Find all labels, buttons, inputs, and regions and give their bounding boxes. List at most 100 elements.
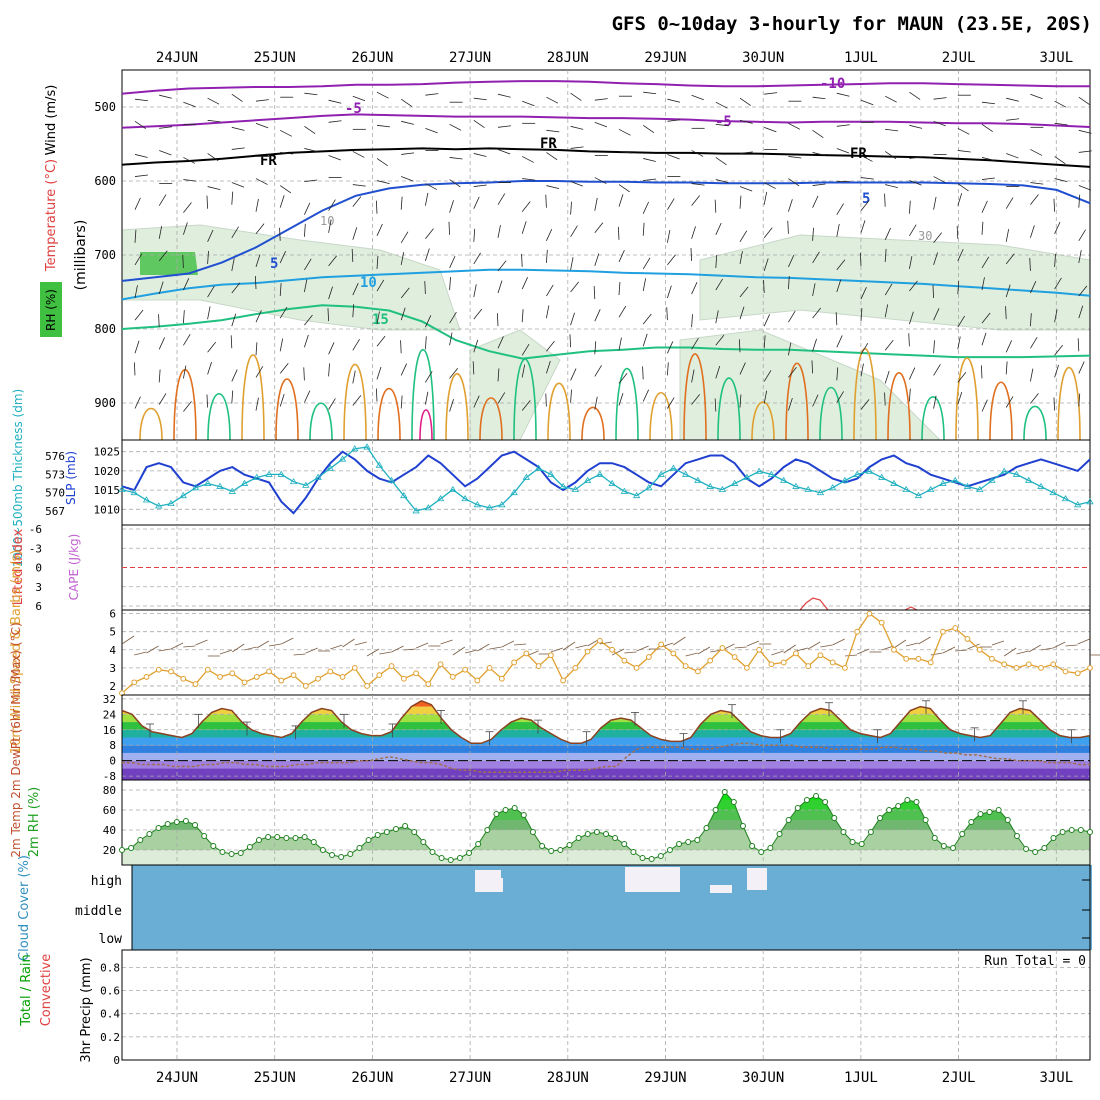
wind-barb	[642, 313, 652, 325]
thickness-point	[473, 501, 482, 508]
wind-barb	[860, 99, 874, 106]
date-label-bottom: 29JUN	[644, 1070, 686, 1086]
rh-point	[950, 845, 957, 851]
pressure-tick-label: 800	[94, 322, 116, 336]
wind-barb	[570, 368, 577, 381]
wind-barb	[449, 123, 462, 131]
wind-barb	[522, 156, 534, 163]
wind-barb	[546, 249, 548, 263]
wind-speed-point	[1001, 661, 1008, 668]
wind-speed-point	[940, 628, 946, 635]
thickness-point	[228, 487, 236, 494]
surface-wind-barb	[1004, 647, 1017, 657]
wind-speed-point	[523, 650, 530, 657]
surface-contour	[1023, 405, 1047, 441]
wind-barb	[376, 180, 390, 185]
date-label-bottom: 3JUL	[1039, 1070, 1073, 1086]
li-tick-label: -6	[29, 523, 42, 536]
wind-barb	[884, 193, 886, 207]
wind-barb	[691, 282, 698, 295]
wind-speed-point	[842, 664, 848, 671]
wind-barb	[328, 398, 336, 410]
wind-barb	[255, 254, 261, 268]
thickness-point	[828, 484, 837, 491]
wind-barb	[618, 393, 624, 406]
wind-barb	[860, 287, 867, 300]
wind-barb	[981, 312, 991, 324]
rh-point	[128, 845, 135, 851]
surface-contour	[275, 378, 299, 441]
wind-barb	[836, 279, 842, 293]
wind-barb	[836, 223, 840, 237]
wind-barb	[279, 338, 284, 352]
rh-point	[146, 831, 153, 837]
rh-point	[246, 844, 253, 850]
wind-barb	[1078, 361, 1085, 374]
wind-barb	[546, 152, 558, 161]
wind-barb	[933, 252, 938, 266]
rh-point	[365, 837, 372, 843]
wind-barb	[981, 101, 995, 105]
wind-barb	[401, 152, 415, 155]
temp-band	[122, 722, 1090, 730]
wind-barb	[521, 309, 524, 323]
surface-wind-barb	[489, 646, 502, 650]
wind-barb	[424, 281, 426, 295]
wind-barb	[400, 252, 405, 265]
wind-barb	[594, 222, 604, 234]
rh-band	[122, 820, 1090, 830]
wind-barb	[642, 366, 644, 380]
wind-barb	[134, 285, 138, 299]
wind-barb	[401, 120, 414, 125]
surface-contour	[955, 357, 979, 441]
wind-speed-line	[121, 612, 1091, 694]
surface-wind-barb	[195, 639, 208, 646]
surface-wind-barb	[452, 646, 466, 656]
wind-barb	[449, 332, 453, 346]
rh-point	[420, 839, 427, 845]
wind-barb	[1030, 281, 1037, 294]
isotherm-label: -5	[715, 114, 732, 130]
wind-barb	[1005, 340, 1012, 353]
wind-barb	[715, 254, 718, 268]
temp-line	[121, 699, 1091, 745]
thickness-point	[240, 479, 249, 486]
wind-speed-point	[278, 677, 285, 684]
wind-speed-point	[976, 646, 983, 653]
wind-barb	[788, 254, 795, 268]
rh-point	[886, 807, 893, 813]
slp-tick-label: 1010	[94, 503, 121, 516]
wind-barb	[425, 228, 434, 240]
thickness-point	[792, 482, 800, 489]
wind-barb	[642, 222, 645, 236]
surface-wind-barb	[183, 645, 196, 648]
date-axes: 24JUN 24JUN 25JUN 25JUN 26JUN 26JUN 27JUN 27JUN…	[156, 50, 1073, 1086]
wind-speed-point	[621, 657, 628, 664]
rh-point	[666, 847, 673, 853]
wind-barb	[763, 335, 766, 349]
wind-barb	[1005, 253, 1015, 265]
wind-barb	[375, 200, 378, 214]
wind-barb	[327, 308, 329, 322]
wind-barb	[933, 196, 937, 210]
wind-barb	[376, 335, 386, 347]
wind-barb	[570, 181, 583, 187]
wind-barb	[425, 93, 439, 96]
wind-barb	[425, 336, 427, 350]
wind-barb	[933, 232, 942, 244]
thickness-point	[522, 473, 531, 480]
rh-point	[255, 837, 262, 843]
wind-speed-point	[989, 655, 995, 662]
wind-barb	[667, 285, 672, 299]
surface-contour-hot	[419, 409, 433, 441]
wind-barb	[351, 248, 354, 262]
rh-shade-high	[140, 252, 198, 275]
rh-point	[192, 822, 199, 828]
precip-tick-label: 0	[113, 1054, 120, 1067]
wind-barb	[1006, 118, 1020, 121]
thickness-point	[767, 470, 776, 477]
wind-barb	[957, 392, 963, 405]
thickness-point	[424, 504, 433, 511]
wind-barb	[594, 197, 598, 211]
surface-contour	[785, 362, 809, 441]
